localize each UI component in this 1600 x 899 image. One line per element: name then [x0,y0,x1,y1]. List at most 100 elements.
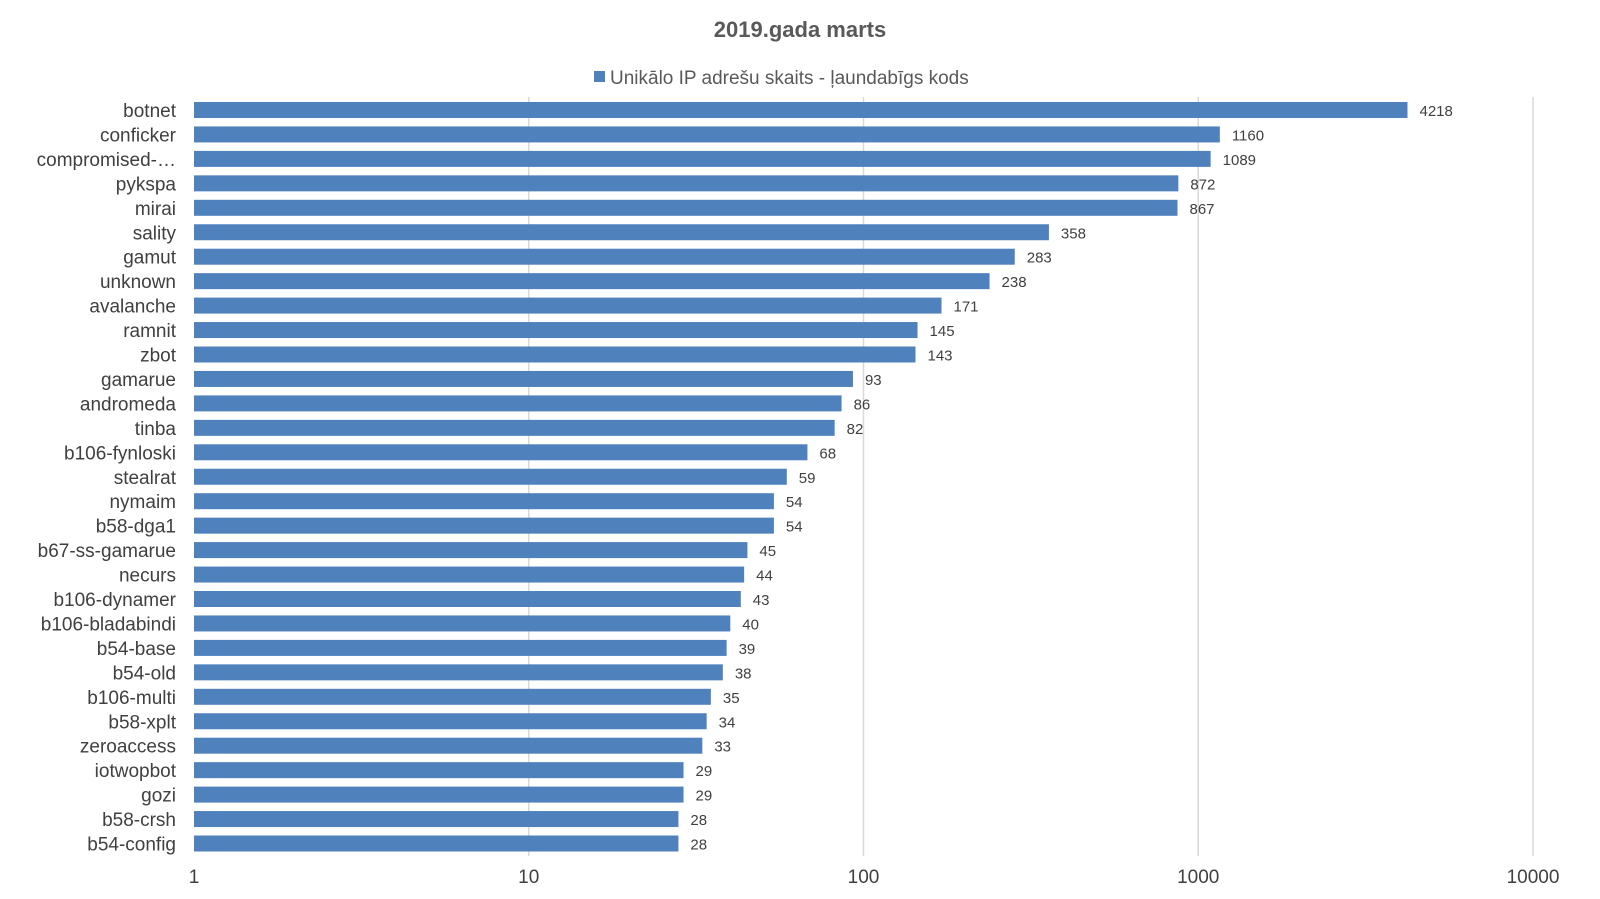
bar [194,126,1220,143]
x-tick-label: 100 [848,867,880,888]
x-tick-labels: 1 10 100 1000 10000 [189,867,1560,888]
category-label: compromised-… [37,150,176,171]
legend: Unikālo IP adrešu skaits - ļaundabīgs ko… [594,68,969,89]
bar [194,713,707,730]
category-label: b58-crsh [102,810,176,831]
bar [194,762,684,779]
bar [194,639,727,656]
category-label: zeroaccess [80,737,176,758]
bar [194,542,748,559]
category-label: b54-base [97,639,176,660]
bar [194,737,703,754]
value-label: 43 [753,592,770,609]
category-label: gamarue [101,370,176,391]
x-tick-label: 10 [518,867,539,888]
value-label: 28 [690,812,707,829]
value-label: 34 [719,714,736,731]
bar [194,199,1178,216]
value-label: 82 [847,421,864,438]
category-label: ramnit [123,321,177,342]
value-label: 29 [696,788,713,805]
category-label: iotwopbot [95,761,177,782]
bar [194,615,731,632]
value-label: 38 [735,665,752,682]
category-label: b106-fynloski [64,443,176,464]
category-label: tinba [135,419,177,440]
bar [194,322,918,339]
category-label: avalanche [89,297,176,318]
category-label: nymaim [109,492,176,513]
bar [194,444,808,461]
bars [194,102,1408,852]
value-label: 93 [865,372,882,389]
value-label: 358 [1061,225,1086,242]
bar [194,517,774,534]
category-label: botnet [123,101,177,122]
value-label: 171 [953,299,978,316]
bar [194,786,684,803]
bar [194,493,774,510]
value-label: 145 [930,323,955,340]
legend-swatch [594,71,605,82]
value-label: 29 [696,763,713,780]
value-label: 4218 [1420,103,1453,120]
category-label: sality [133,223,177,244]
category-label: b106-bladabindi [41,614,176,635]
value-label: 68 [819,445,836,462]
category-label: necurs [119,566,176,587]
bar [194,346,916,363]
value-label: 44 [756,568,773,585]
bar [194,468,787,485]
bar [194,150,1211,167]
bar [194,224,1049,241]
bar [194,370,853,387]
bar [194,688,711,705]
value-label: 39 [739,641,756,658]
bar [194,591,741,607]
category-label: mirai [135,199,176,220]
bar [194,102,1408,118]
bar [194,811,679,828]
x-tick-label: 1 [189,867,200,888]
value-label: 33 [714,739,731,756]
bar [194,419,835,436]
value-label: 40 [742,616,759,633]
category-label: b58-xplt [108,712,176,733]
value-label: 143 [927,348,952,365]
category-label: gozi [141,786,176,807]
bar [194,273,990,290]
category-label: andromeda [80,394,177,415]
bar [194,835,679,852]
value-label: 86 [854,396,871,413]
category-label: b54-old [113,663,176,684]
bar [194,297,942,314]
category-label: b67-ss-gamarue [38,541,176,562]
x-tick-label: 10000 [1507,867,1560,888]
value-label: 283 [1027,250,1052,267]
category-label: conficker [100,125,177,146]
value-label: 1089 [1223,152,1256,169]
category-label: b106-multi [87,688,176,709]
value-label: 54 [786,494,803,511]
category-label: gamut [123,248,177,269]
value-label: 54 [786,519,803,536]
category-label: pykspa [116,174,177,195]
x-tick-label: 1000 [1177,867,1219,888]
bar [194,175,1179,192]
category-label: b58-dga1 [96,517,176,538]
category-label: b106-dynamer [53,590,176,611]
value-label: 45 [759,543,776,560]
legend-label: Unikālo IP adrešu skaits - ļaundabīgs ko… [610,68,969,89]
bar [194,395,842,412]
category-label: stealrat [114,468,177,489]
category-label: zbot [140,346,177,367]
value-label: 238 [1002,274,1027,291]
chart-title: 2019.gada marts [714,17,886,42]
value-label: 867 [1190,201,1215,218]
value-label: 872 [1190,176,1215,193]
value-label: 1160 [1232,127,1264,144]
value-label: 28 [690,837,707,854]
